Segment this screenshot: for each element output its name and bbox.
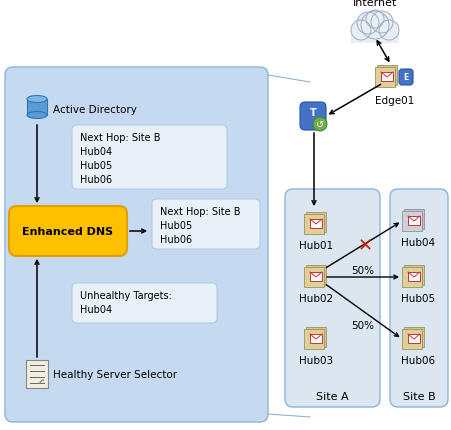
Text: Next Hop: Site B
Hub05
Hub06: Next Hop: Site B Hub05 Hub06 <box>160 206 240 244</box>
FancyBboxPatch shape <box>376 66 396 86</box>
FancyBboxPatch shape <box>9 206 127 256</box>
Circle shape <box>378 21 398 41</box>
Text: Hub05: Hub05 <box>400 293 434 303</box>
FancyBboxPatch shape <box>403 209 423 230</box>
Text: Next Hop: Site B
Hub04
Hub05
Hub06: Next Hop: Site B Hub04 Hub05 Hub06 <box>80 133 160 184</box>
Circle shape <box>370 12 392 34</box>
FancyBboxPatch shape <box>374 68 394 88</box>
Text: ↺: ↺ <box>315 120 323 130</box>
Text: Hub02: Hub02 <box>298 293 332 303</box>
FancyBboxPatch shape <box>403 327 423 347</box>
Text: Site B: Site B <box>402 391 434 401</box>
Text: Active Directory: Active Directory <box>53 105 137 115</box>
Text: Healthy Server Selector: Healthy Server Selector <box>53 369 177 379</box>
FancyBboxPatch shape <box>285 190 379 407</box>
Bar <box>350 28 398 44</box>
FancyBboxPatch shape <box>407 216 419 225</box>
FancyBboxPatch shape <box>5 68 267 422</box>
FancyBboxPatch shape <box>152 200 259 249</box>
FancyBboxPatch shape <box>389 190 447 407</box>
FancyBboxPatch shape <box>305 212 325 233</box>
Text: ✕: ✕ <box>357 237 372 255</box>
Text: Hub01: Hub01 <box>298 240 332 250</box>
Text: T: T <box>309 108 316 118</box>
FancyBboxPatch shape <box>401 329 421 349</box>
Circle shape <box>360 12 388 40</box>
Ellipse shape <box>27 96 47 103</box>
FancyBboxPatch shape <box>380 73 392 82</box>
FancyBboxPatch shape <box>305 265 325 286</box>
FancyBboxPatch shape <box>401 267 421 287</box>
FancyBboxPatch shape <box>407 334 419 343</box>
Text: Hub06: Hub06 <box>400 355 434 365</box>
FancyBboxPatch shape <box>309 272 321 281</box>
FancyBboxPatch shape <box>401 212 421 231</box>
FancyBboxPatch shape <box>309 219 321 228</box>
Circle shape <box>356 13 378 35</box>
FancyBboxPatch shape <box>309 334 321 343</box>
Text: Internet: Internet <box>352 0 396 8</box>
Bar <box>27 100 47 116</box>
Circle shape <box>350 21 370 41</box>
Text: Unhealthy Targets:
Hub04: Unhealthy Targets: Hub04 <box>80 290 171 314</box>
FancyBboxPatch shape <box>304 329 323 349</box>
FancyBboxPatch shape <box>304 215 323 234</box>
Circle shape <box>365 11 383 29</box>
Ellipse shape <box>27 112 47 119</box>
Text: Site A: Site A <box>316 391 348 401</box>
FancyBboxPatch shape <box>72 283 216 323</box>
FancyBboxPatch shape <box>72 126 226 190</box>
Text: 50%: 50% <box>351 320 374 330</box>
Text: Enhanced DNS: Enhanced DNS <box>23 227 113 237</box>
Text: Edge01: Edge01 <box>374 96 414 106</box>
Circle shape <box>312 118 326 132</box>
FancyBboxPatch shape <box>299 103 325 131</box>
FancyBboxPatch shape <box>304 267 323 287</box>
Text: Hub04: Hub04 <box>400 237 434 247</box>
FancyBboxPatch shape <box>398 70 412 86</box>
Text: 50%: 50% <box>351 265 374 275</box>
Text: Hub03: Hub03 <box>298 355 332 365</box>
FancyBboxPatch shape <box>403 265 423 286</box>
FancyBboxPatch shape <box>407 272 419 281</box>
Text: E: E <box>402 74 408 82</box>
FancyBboxPatch shape <box>305 327 325 347</box>
FancyBboxPatch shape <box>26 360 48 388</box>
